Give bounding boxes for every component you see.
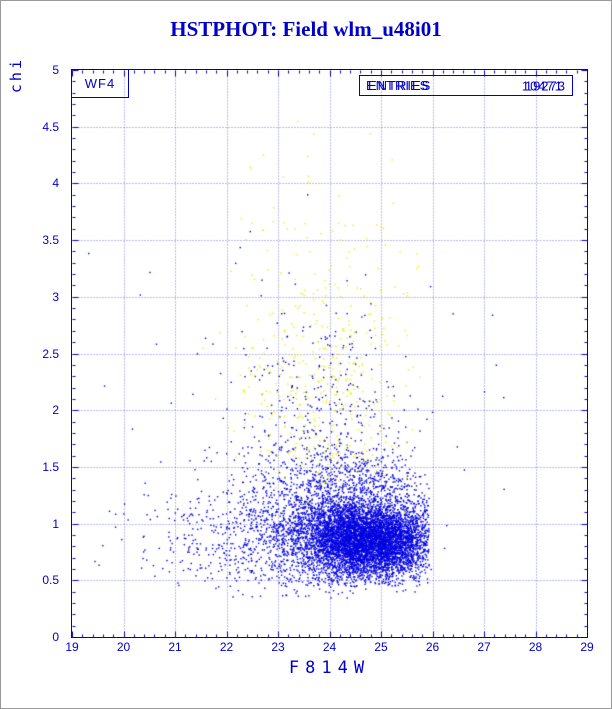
y-tick-label: 1 (52, 516, 59, 531)
y-tick-label: 0 (52, 630, 59, 644)
y-tick-label: 3.5 (42, 233, 59, 248)
plot-frame: WF4 ENTRIES 19273 10471 (71, 69, 588, 638)
x-axis-label: F814W (288, 658, 371, 678)
stats-box: ENTRIES 19273 10471 (359, 75, 573, 96)
stats-entries-value-2: 10471 (521, 78, 563, 93)
x-tick-label: 21 (168, 640, 182, 654)
y-tick-label: 2 (52, 403, 59, 418)
y-axis-ticks: 0 0.5 1 1.5 2 2.5 3 3.5 4 4.5 5 (1, 63, 64, 644)
y-tick-label: 1.5 (42, 459, 59, 474)
x-tick-label: 28 (528, 640, 543, 654)
stats-entries-value-1: 19273 (524, 78, 566, 93)
y-tick-label: 2.5 (42, 346, 59, 361)
y-tick-label: 4 (52, 176, 59, 191)
x-tick-label: 22 (219, 640, 234, 654)
x-tick-label: 19 (65, 640, 79, 654)
page-title: HSTPHOT: Field wlm_u48i01 (170, 17, 442, 41)
x-tick-label: 25 (374, 640, 388, 654)
x-tick-label: 27 (477, 640, 491, 654)
chip-label-box: WF4 (72, 70, 129, 98)
y-tick-label: 0.5 (42, 573, 59, 588)
chip-label: WF4 (84, 76, 116, 91)
stats-entries-label: ENTRIES (366, 78, 430, 93)
stats-entries-values: 19273 10471 (504, 76, 566, 95)
x-axis-ticks: 19 20 21 22 23 24 25 26 27 28 29 (65, 640, 593, 655)
x-tick-label: 29 (580, 640, 594, 654)
y-tick-label: 5 (52, 63, 59, 77)
y-tick-label: 4.5 (42, 119, 59, 134)
scatter-plot-canvas (72, 70, 587, 637)
y-tick-label: 3 (52, 289, 59, 304)
x-tick-label: 24 (322, 640, 337, 654)
x-tick-label: 26 (425, 640, 440, 654)
x-tick-label: 20 (116, 640, 131, 654)
x-tick-label: 23 (271, 640, 285, 654)
